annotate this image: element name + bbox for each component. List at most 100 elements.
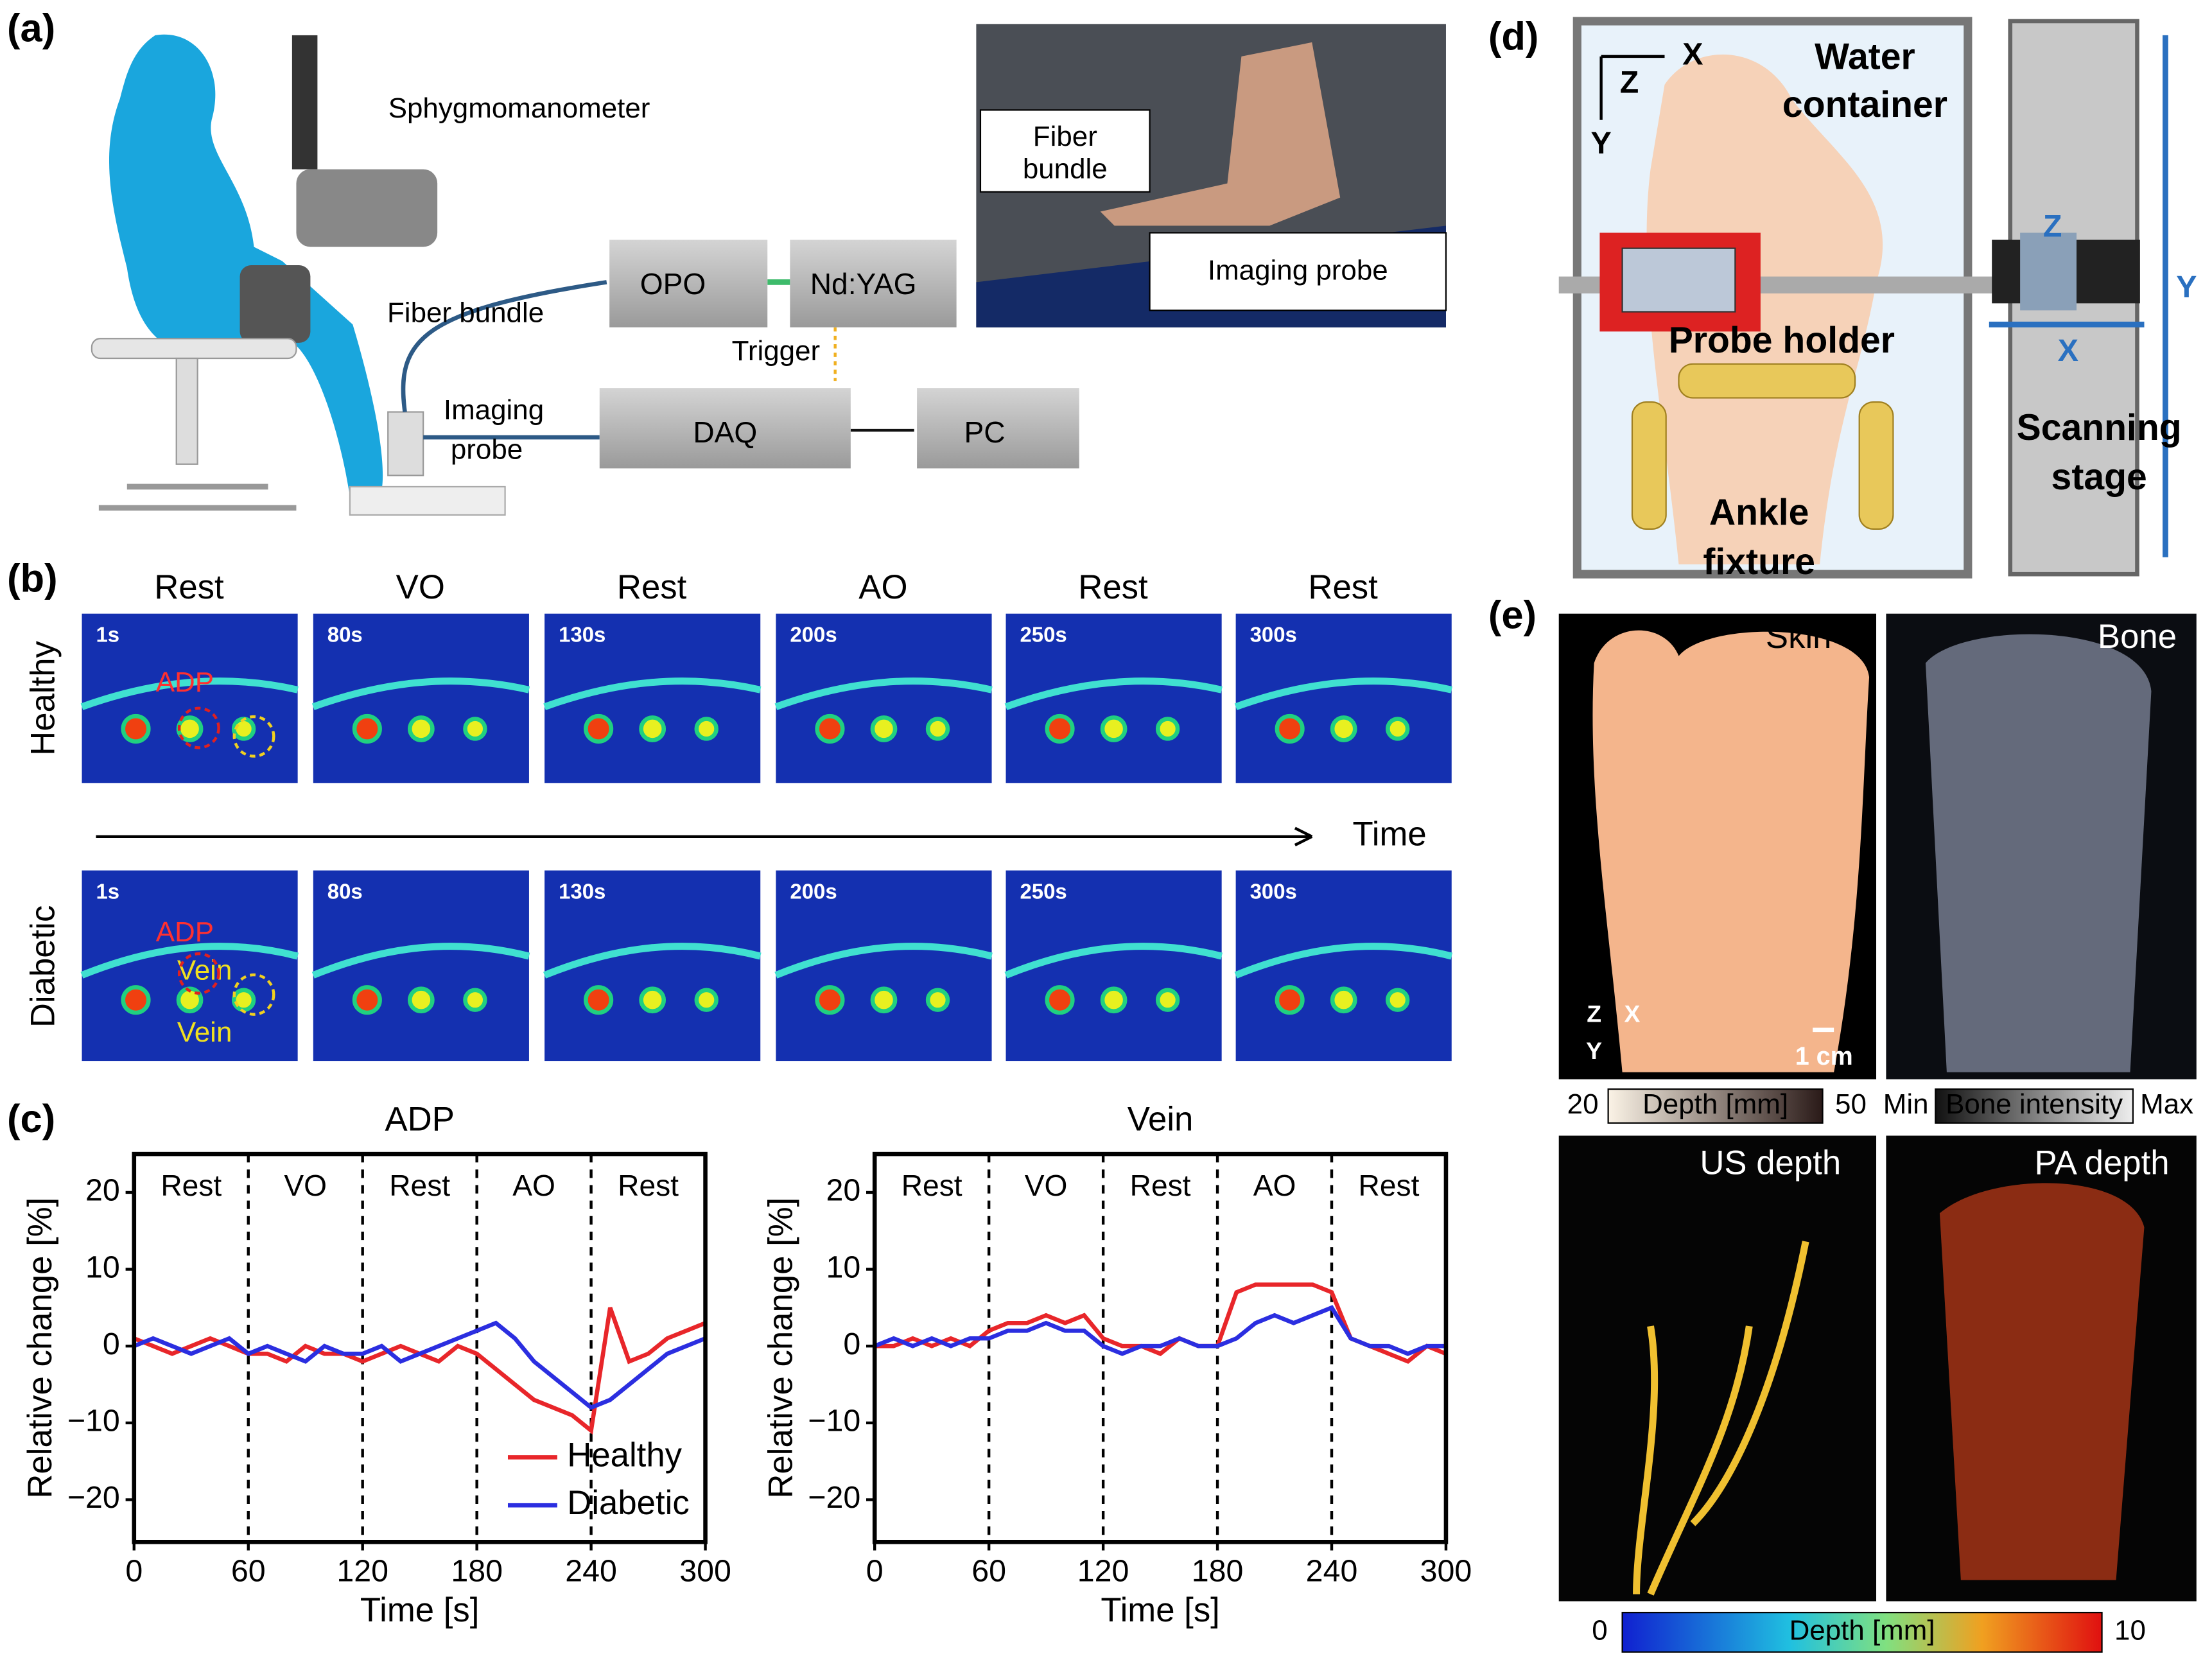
y-axis-label: Relative change [%] xyxy=(21,1198,59,1499)
photo-label-box xyxy=(1149,232,1447,311)
oa-vessel xyxy=(463,717,487,741)
x-tick-label: 60 xyxy=(231,1553,266,1588)
caption: Imaging xyxy=(444,394,544,426)
series-line xyxy=(133,1320,706,1410)
time-stamp: 80s xyxy=(327,879,363,903)
photo-label-box xyxy=(979,109,1151,193)
box-opo xyxy=(609,240,768,327)
phase-label: AO xyxy=(512,1169,555,1202)
depth-colorbar-jet xyxy=(1621,1612,2103,1653)
phase-label: Rest xyxy=(389,1169,450,1202)
caption: Trigger xyxy=(732,335,821,367)
chart-title: Vein xyxy=(1128,1101,1194,1139)
oa-vessel xyxy=(694,717,718,741)
adp-circle xyxy=(177,952,220,995)
oa-skin-line xyxy=(774,677,993,710)
colorbar-max: 50 xyxy=(1835,1088,1867,1120)
x-tick-label: 300 xyxy=(1420,1553,1472,1588)
plot-frame xyxy=(872,1151,1449,1544)
colorbar-label: Depth [mm] xyxy=(1790,1615,1935,1646)
oa-vessel xyxy=(1100,715,1128,742)
dynamic-layer: (a) (b) (c) (d) (e) Sphygmomanometer Fiber bun… xyxy=(7,6,2197,1646)
vein-circle xyxy=(232,973,275,1016)
colorbar-label: Depth [mm] xyxy=(1642,1088,1788,1120)
foot-rest xyxy=(349,485,506,516)
time-stamp: 130s xyxy=(559,879,605,903)
oa-skin-line xyxy=(311,943,530,979)
axis-glyph-label: Z xyxy=(2043,209,2062,244)
oa-vessel xyxy=(352,713,382,744)
oa-vessel xyxy=(463,988,487,1012)
panel-label: (d) xyxy=(1488,15,1539,59)
time-arrow xyxy=(96,826,1313,846)
y-tick-label: 20 xyxy=(826,1173,860,1208)
phase-label: VO xyxy=(284,1169,327,1202)
chair-post xyxy=(175,357,198,465)
condition-label: Rest xyxy=(617,568,687,606)
axis-glyph-label: Z xyxy=(1620,65,1639,100)
oa-vessel xyxy=(1045,713,1075,744)
axis-glyph-label: Y xyxy=(1586,1037,1602,1064)
oa-vessel xyxy=(1155,717,1180,741)
time-stamp: 200s xyxy=(790,879,837,903)
oa-skin-line xyxy=(80,943,299,979)
colorbar-min: 20 xyxy=(1567,1088,1599,1120)
oa-vessel xyxy=(1045,985,1075,1015)
row-label: Healthy xyxy=(24,640,62,755)
bone-colorbar xyxy=(1935,1088,2134,1124)
pa-foot xyxy=(1939,1183,2145,1580)
condition-label: VO xyxy=(396,568,445,606)
bone-foot xyxy=(1925,634,2152,1072)
oa-vessel xyxy=(1386,717,1410,741)
y-tick-label: 0 xyxy=(843,1327,860,1361)
axis-glyph xyxy=(1599,55,1665,120)
phase-label: VO xyxy=(1025,1169,1068,1202)
axis-glyph-label: Z xyxy=(1587,1000,1601,1027)
oa-vessel xyxy=(925,988,950,1012)
phase-label: Rest xyxy=(1359,1169,1420,1202)
oa-vessel xyxy=(639,986,666,1014)
oa-vessel xyxy=(176,986,204,1014)
oa-vessel xyxy=(925,717,950,741)
oa-vessel xyxy=(1100,986,1128,1014)
oa-skin-line xyxy=(774,943,993,979)
axis-glyph-label: Y xyxy=(1591,126,1612,161)
colorbar-max: 10 xyxy=(2114,1615,2146,1646)
caption: Imaging probe xyxy=(1208,255,1388,286)
caption: Scanning xyxy=(2017,407,2182,448)
cuff xyxy=(239,265,311,343)
x-tick-label: 180 xyxy=(1192,1553,1244,1588)
chair-seat xyxy=(91,338,297,360)
image-title: Bone xyxy=(2098,618,2177,656)
phase-label: Rest xyxy=(1130,1169,1191,1202)
colorbar-label: Bone intensity xyxy=(1946,1088,2123,1120)
panel-d-art xyxy=(1558,17,2168,579)
image-title: US depth xyxy=(1700,1144,1841,1182)
stage-block xyxy=(2020,232,2077,311)
fixture-pad xyxy=(1858,401,1894,530)
x-tick-label: 120 xyxy=(1077,1553,1129,1588)
oa-vessel xyxy=(870,715,898,742)
skin-foot xyxy=(1592,630,1870,1072)
oa-vessel xyxy=(639,715,666,742)
image-title: Skin xyxy=(1766,618,1832,656)
caption: stage xyxy=(2051,457,2147,498)
oa-skin-line xyxy=(80,677,299,710)
time-stamp: 250s xyxy=(1020,879,1067,903)
oa-vessel xyxy=(1275,985,1305,1015)
fixture-pad xyxy=(1678,363,1856,399)
vein-circle xyxy=(232,715,275,758)
series-line xyxy=(133,1307,706,1435)
cables xyxy=(401,280,607,440)
caption: fixture xyxy=(1703,541,1815,582)
adp-circle xyxy=(177,706,220,749)
chair-base xyxy=(98,484,297,511)
box-label: OPO xyxy=(640,267,706,301)
x-tick-label: 300 xyxy=(679,1553,731,1588)
oa-vessel xyxy=(815,713,845,744)
adp-label: ADP xyxy=(156,916,214,948)
phase-label: AO xyxy=(1253,1169,1296,1202)
caption: Fiber xyxy=(1033,121,1097,152)
panel-e-art xyxy=(1558,613,2197,1653)
